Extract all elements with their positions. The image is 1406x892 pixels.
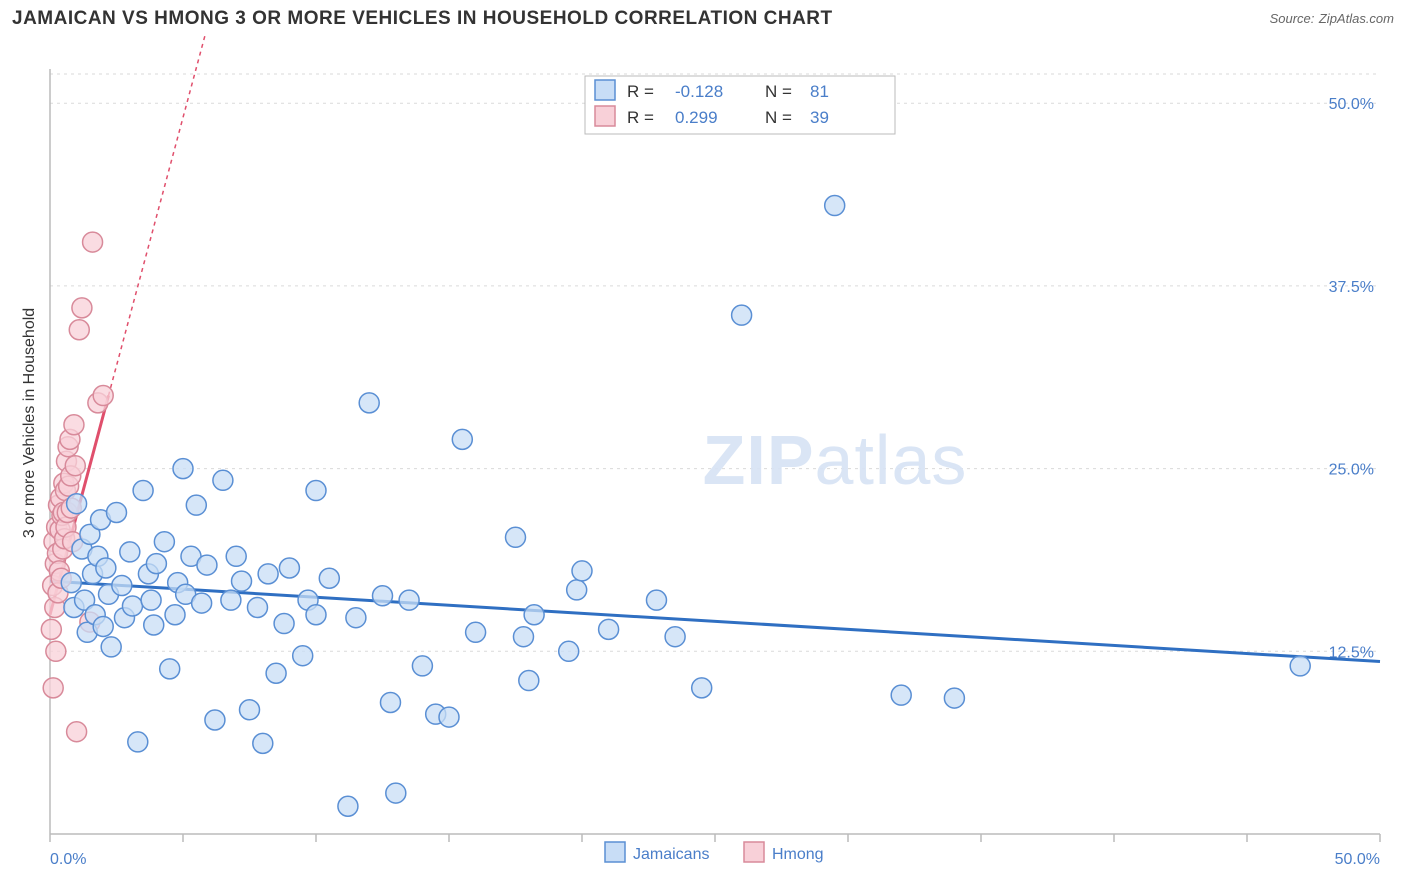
svg-text:ZIPatlas: ZIPatlas	[703, 421, 968, 499]
svg-text:81: 81	[810, 82, 829, 101]
svg-text:39: 39	[810, 108, 829, 127]
source-label: Source:	[1270, 11, 1315, 26]
svg-text:Hmong: Hmong	[772, 846, 824, 863]
scatter-chart: ZIPatlas12.5%25.0%37.5%50.0%0.0%50.0%R =…	[0, 34, 1406, 882]
svg-text:-0.128: -0.128	[675, 82, 723, 101]
svg-text:0.0%: 0.0%	[50, 851, 86, 868]
svg-text:50.0%: 50.0%	[1335, 851, 1380, 868]
y-axis-label: 3 or more Vehicles in Household	[21, 308, 39, 538]
chart-area: 3 or more Vehicles in Household ZIPatlas…	[0, 34, 1406, 882]
source: Source: ZipAtlas.com	[1270, 10, 1394, 28]
svg-text:50.0%: 50.0%	[1329, 96, 1374, 113]
svg-text:25.0%: 25.0%	[1329, 462, 1374, 479]
svg-text:0.299: 0.299	[675, 108, 718, 127]
svg-text:N =: N =	[765, 108, 792, 127]
svg-text:R =: R =	[627, 108, 654, 127]
svg-text:Jamaicans: Jamaicans	[633, 846, 709, 863]
chart-title: JAMAICAN VS HMONG 3 OR MORE VEHICLES IN …	[12, 8, 833, 30]
svg-text:N =: N =	[765, 82, 792, 101]
svg-text:R =: R =	[627, 82, 654, 101]
source-name: ZipAtlas.com	[1319, 11, 1394, 26]
svg-text:37.5%: 37.5%	[1329, 279, 1374, 296]
